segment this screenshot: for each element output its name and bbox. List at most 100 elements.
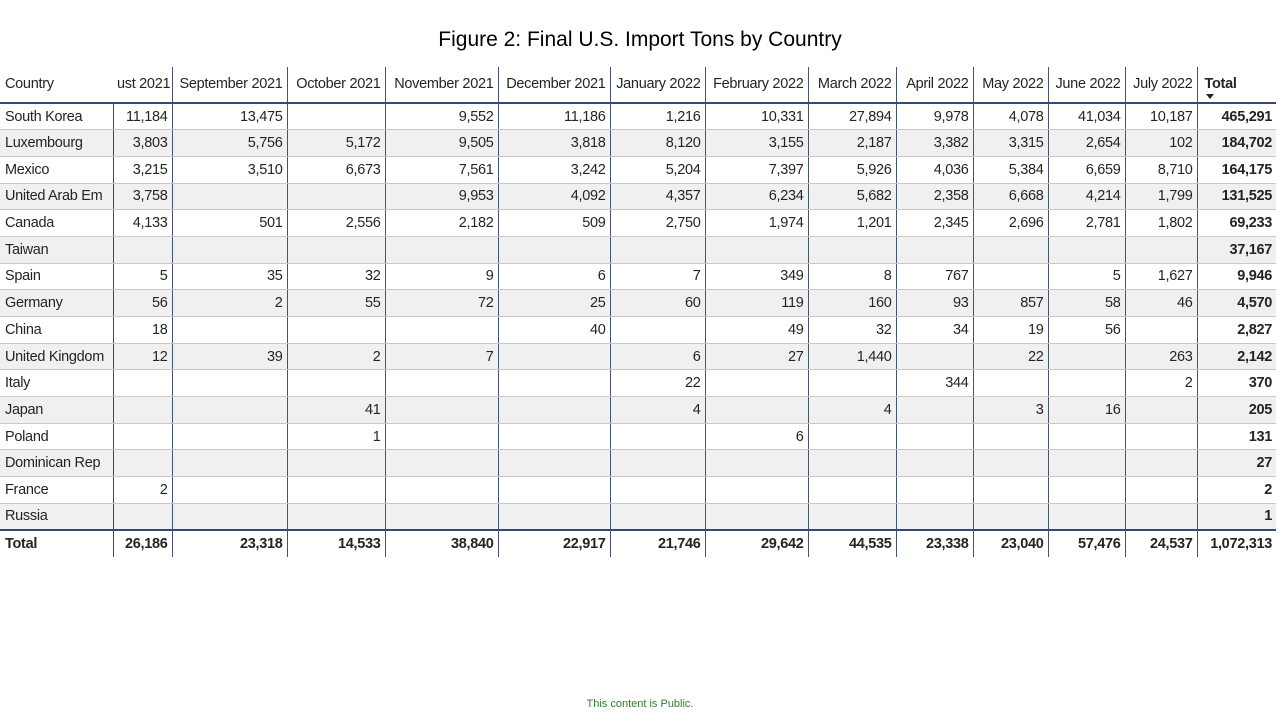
column-header-month[interactable]: October 2021 — [287, 67, 386, 104]
value-cell: 3,803 — [113, 129, 173, 157]
value-cell: 8,120 — [610, 129, 706, 157]
value-cell — [973, 369, 1049, 398]
country-cell: Japan — [0, 396, 114, 424]
value-cell: 2 — [287, 343, 386, 371]
table-row: Mexico 3,215 3,510 6,673 7,561 3,242 5,204 7,39… — [0, 156, 1276, 184]
value-cell — [973, 236, 1049, 264]
value-cell: 3,315 — [973, 129, 1049, 157]
column-header-month[interactable]: December 2021 — [498, 67, 611, 104]
value-cell: 3 — [973, 396, 1049, 424]
value-cell: 2,358 — [896, 183, 974, 211]
value-cell: 3,242 — [498, 156, 611, 184]
column-header-month[interactable]: September 2021 — [172, 67, 288, 104]
value-cell — [973, 423, 1049, 451]
value-cell: 19 — [973, 316, 1049, 344]
value-cell — [610, 503, 706, 531]
value-cell: 3,215 — [113, 156, 173, 184]
value-cell: 344 — [896, 369, 974, 398]
value-cell — [973, 263, 1049, 291]
column-total-cell: 57,476 — [1048, 529, 1126, 557]
table-row: Italy 22 344 2 370 — [0, 369, 1276, 398]
table-row: Spain 5 35 32 9 6 7 349 8 767 5 1,627 9,946 — [0, 263, 1276, 291]
country-cell: Canada — [0, 209, 114, 237]
table-row: United Kingdom 12 39 2 7 6 27 1,440 22 263 2,142 — [0, 343, 1276, 371]
grand-total-cell: 1,072,313 — [1197, 529, 1276, 557]
value-cell: 55 — [287, 289, 386, 317]
row-total-cell: 27 — [1197, 449, 1276, 478]
column-header-month[interactable]: November 2021 — [385, 67, 499, 104]
column-header-country[interactable]: Country — [0, 67, 113, 104]
table-row: South Korea 11,184 13,475 9,552 11,186 1,216 1… — [0, 103, 1276, 131]
country-cell: Luxembourg — [0, 129, 114, 157]
value-cell: 60 — [610, 289, 706, 317]
value-cell: 2,781 — [1048, 209, 1126, 237]
value-cell — [896, 423, 974, 451]
value-cell: 1,201 — [808, 209, 897, 237]
value-cell: 4,133 — [113, 209, 173, 237]
column-header-month[interactable]: ust 2021 — [113, 67, 173, 104]
sort-descending-icon[interactable] — [1205, 94, 1214, 99]
column-total-cell: 14,533 — [287, 529, 386, 557]
value-cell: 10,187 — [1125, 103, 1198, 131]
value-cell — [172, 396, 288, 424]
value-cell: 9,552 — [385, 103, 499, 131]
row-total-cell: 465,291 — [1197, 103, 1276, 131]
value-cell: 12 — [113, 343, 173, 371]
value-cell: 2,750 — [610, 209, 706, 237]
country-cell: Dominican Rep — [0, 449, 114, 478]
column-header-total[interactable]: Total — [1197, 67, 1276, 104]
value-cell — [287, 183, 386, 211]
value-cell: 2,696 — [973, 209, 1049, 237]
column-header-month[interactable]: February 2022 — [705, 67, 809, 104]
value-cell — [896, 236, 974, 264]
table-row: Russia 1 — [0, 503, 1276, 531]
value-cell — [287, 369, 386, 398]
value-cell: 72 — [385, 289, 499, 317]
value-cell: 5 — [113, 263, 173, 291]
value-cell: 5,926 — [808, 156, 897, 184]
value-cell: 1,799 — [1125, 183, 1198, 211]
value-cell — [1048, 449, 1126, 478]
column-header-month[interactable]: June 2022 — [1048, 67, 1126, 104]
value-cell: 3,510 — [172, 156, 288, 184]
value-cell: 119 — [705, 289, 809, 317]
import-tons-table-container: Country ust 2021 September 2021 October 202… — [0, 67, 1276, 557]
value-cell: 5,384 — [973, 156, 1049, 184]
value-cell — [896, 449, 974, 478]
value-cell: 102 — [1125, 129, 1198, 157]
value-cell: 7,561 — [385, 156, 499, 184]
value-cell: 34 — [896, 316, 974, 344]
value-cell: 56 — [113, 289, 173, 317]
column-total-cell: 38,840 — [385, 529, 499, 557]
value-cell: 27,894 — [808, 103, 897, 131]
value-cell — [1125, 396, 1198, 424]
table-row: Canada 4,133 501 2,556 2,182 509 2,750 1,974 1,2… — [0, 209, 1276, 237]
table-row: France 2 2 — [0, 476, 1276, 504]
column-header-month[interactable]: July 2022 — [1125, 67, 1198, 104]
column-header-month[interactable]: April 2022 — [896, 67, 974, 104]
value-cell: 9,953 — [385, 183, 499, 211]
value-cell: 49 — [705, 316, 809, 344]
value-cell: 3,818 — [498, 129, 611, 157]
country-cell: Germany — [0, 289, 114, 317]
value-cell: 5,204 — [610, 156, 706, 184]
value-cell — [113, 236, 173, 264]
column-header-month[interactable]: March 2022 — [808, 67, 897, 104]
value-cell: 93 — [896, 289, 974, 317]
value-cell: 40 — [498, 316, 611, 344]
value-cell: 35 — [172, 263, 288, 291]
value-cell — [113, 369, 173, 398]
value-cell: 501 — [172, 209, 288, 237]
value-cell — [498, 449, 611, 478]
row-total-cell: 2,142 — [1197, 343, 1276, 371]
column-header-month[interactable]: May 2022 — [973, 67, 1049, 104]
value-cell — [1125, 449, 1198, 478]
value-cell: 509 — [498, 209, 611, 237]
value-cell: 11,186 — [498, 103, 611, 131]
value-cell: 1,627 — [1125, 263, 1198, 291]
country-cell: Poland — [0, 423, 114, 451]
column-header-month[interactable]: January 2022 — [610, 67, 706, 104]
row-total-cell: 69,233 — [1197, 209, 1276, 237]
value-cell — [705, 236, 809, 264]
value-cell — [1125, 503, 1198, 531]
